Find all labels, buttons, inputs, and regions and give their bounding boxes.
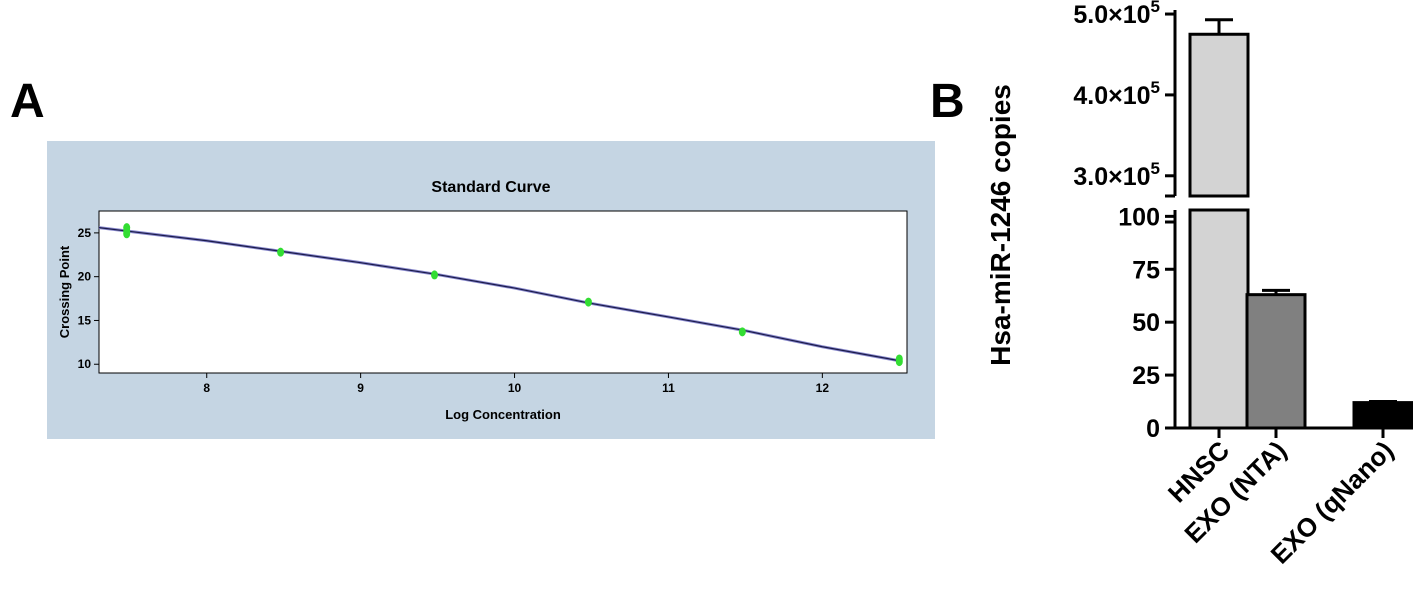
- x-tick-label: 8: [203, 381, 210, 395]
- y-axis-label: Crossing Point: [57, 245, 72, 338]
- y-tick-label: 75: [1132, 256, 1160, 284]
- x-axis-label: Log Concentration: [445, 407, 561, 422]
- x-tick-label: 11: [662, 381, 675, 395]
- x-tick-label: 10: [508, 381, 522, 395]
- x-tick-label: 12: [816, 381, 830, 395]
- tick-mantissa: 5.0×10: [1073, 1, 1150, 29]
- data-point: [431, 270, 439, 280]
- y-tick-label: 0: [1146, 415, 1160, 443]
- copies-bar-panel: Hsa-miR-1246 copies 3.0×105 4.0×105 5.0×10…: [980, 0, 1413, 590]
- y-tick-label: 4.0×105: [1073, 78, 1160, 110]
- data-point: [738, 327, 746, 337]
- tick-exponent: 5: [1151, 0, 1160, 16]
- standard-curve-chart: Standard Curve 8 9 10 11 12 10 15 20 25 Log Conc…: [57, 179, 908, 422]
- data-point: [584, 297, 592, 307]
- bar-upper-segment: [1188, 32, 1250, 198]
- y-tick-label: 3.0×105: [1073, 159, 1160, 191]
- bar: [1245, 293, 1307, 430]
- tick-mantissa: 4.0×10: [1073, 82, 1150, 110]
- y-tick-label: 100: [1118, 203, 1160, 231]
- y-tick-label: 50: [1132, 309, 1160, 337]
- y-tick-label: 20: [78, 270, 92, 284]
- y-axis-label: Hsa-miR-1246 copies: [985, 84, 1016, 366]
- standard-curve-line: [98, 227, 900, 362]
- y-tick-label: 25: [1132, 362, 1160, 390]
- standard-curve-panel: Standard Curve 8 9 10 11 12 10 15 20 25 Log Conc…: [47, 141, 935, 439]
- data-point: [895, 357, 903, 367]
- chart-title: Standard Curve: [431, 179, 550, 196]
- bar-lower-segment: [1188, 208, 1250, 430]
- plot-area: [98, 210, 908, 374]
- bar: [1352, 401, 1413, 430]
- tick-mantissa: 3.0×10: [1073, 163, 1150, 191]
- tick-exponent: 5: [1151, 159, 1160, 178]
- y-tick-label: 5.0×105: [1073, 0, 1160, 29]
- panel-b-label: B: [930, 75, 965, 128]
- data-point: [277, 247, 285, 257]
- x-tick-label: 9: [357, 381, 364, 395]
- copies-bar-chart: Hsa-miR-1246 copies 3.0×1054.0×1055.0×10…: [985, 0, 1413, 570]
- data-point: [123, 229, 131, 239]
- y-tick-label: 15: [78, 313, 92, 327]
- panel-a-label: A: [10, 75, 45, 128]
- y-tick-label: 25: [78, 226, 92, 240]
- tick-exponent: 5: [1151, 78, 1160, 97]
- y-tick-label: 10: [78, 357, 92, 371]
